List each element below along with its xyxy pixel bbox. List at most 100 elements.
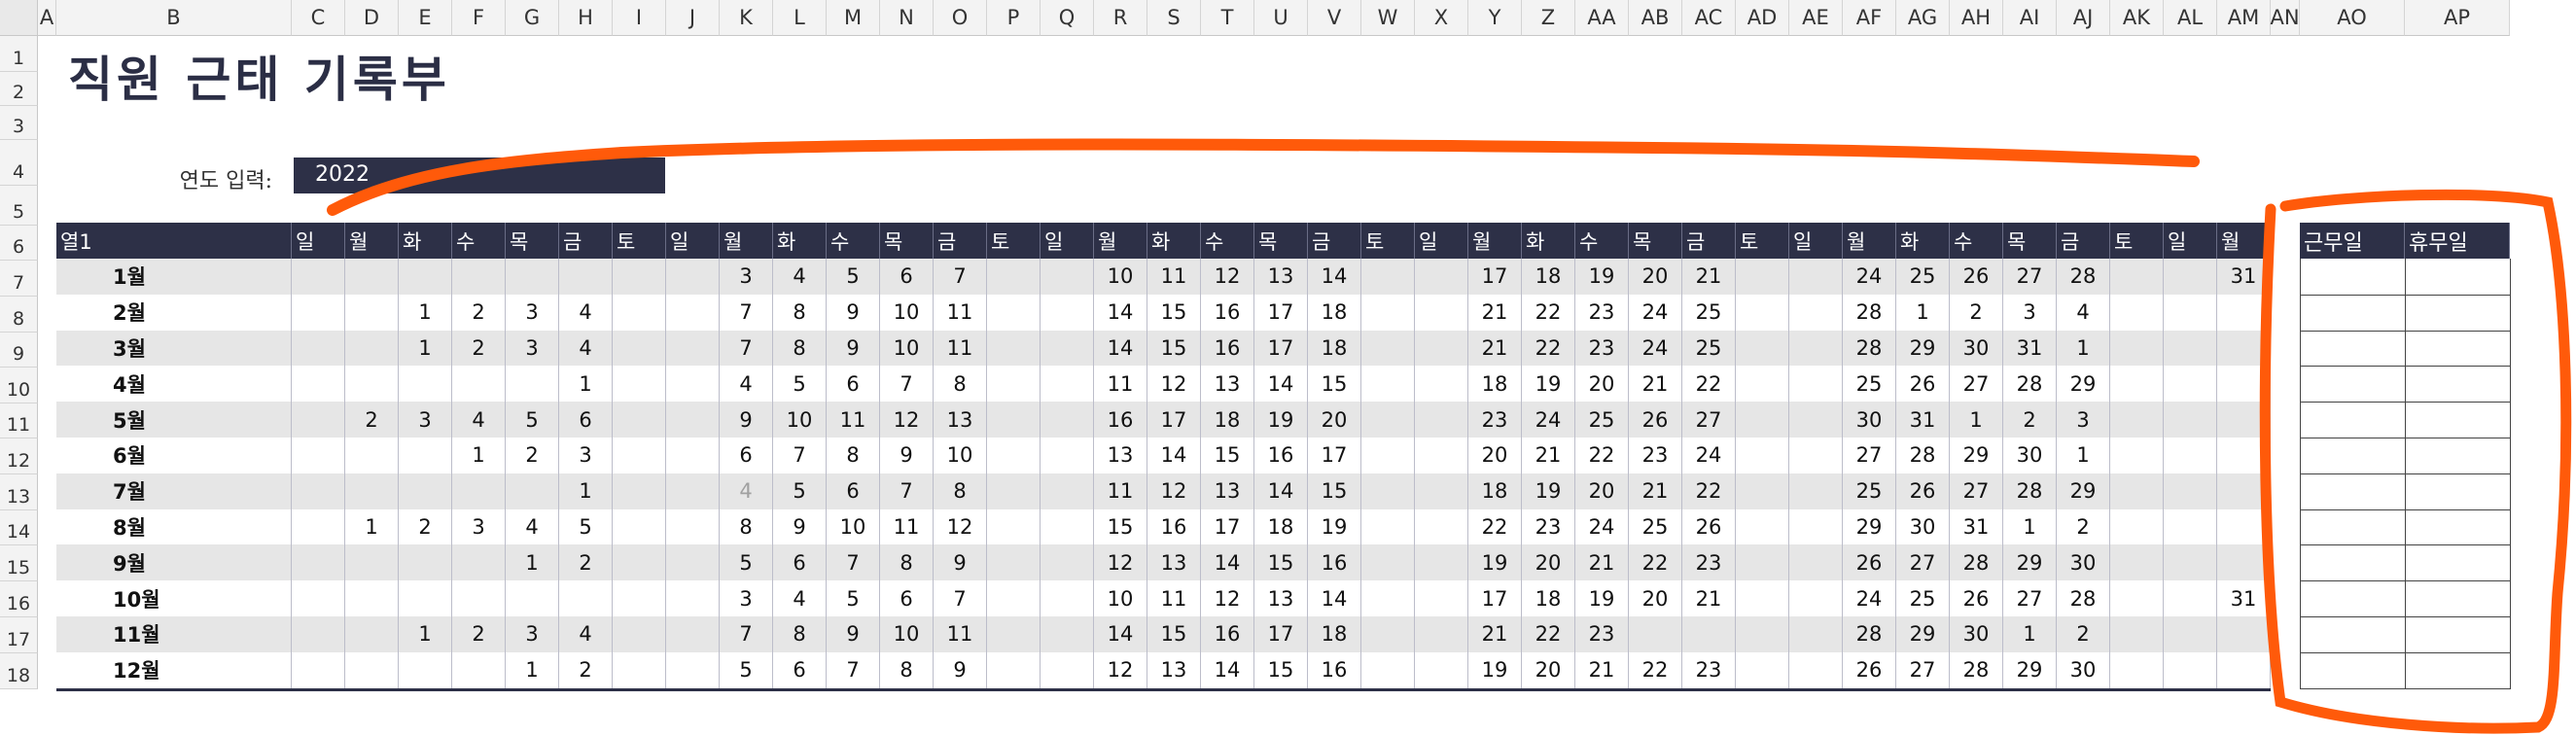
day-cell[interactable]: 19: [1254, 402, 1308, 438]
day-cell[interactable]: 30: [2057, 544, 2110, 581]
day-cell[interactable]: 20: [1629, 580, 1682, 616]
day-cell[interactable]: [613, 330, 666, 367]
row-header-1[interactable]: 1: [0, 36, 38, 72]
day-cell[interactable]: [2110, 259, 2164, 295]
column-header-q[interactable]: Q: [1041, 0, 1094, 36]
day-cell[interactable]: [987, 438, 1041, 473]
column-header-g[interactable]: G: [506, 0, 559, 36]
day-cell[interactable]: [559, 580, 613, 616]
day-cell[interactable]: 4: [559, 330, 613, 367]
day-cell[interactable]: 3: [399, 402, 452, 438]
day-cell[interactable]: [987, 402, 1041, 438]
day-cell[interactable]: [666, 508, 720, 545]
day-cell[interactable]: [292, 651, 345, 688]
work-days-cell[interactable]: [2300, 580, 2406, 617]
weekday-header[interactable]: 수: [1950, 223, 2003, 259]
day-cell[interactable]: 18: [1468, 473, 1522, 509]
row-header-8[interactable]: 8: [0, 297, 38, 333]
month-label[interactable]: 3월: [56, 330, 292, 367]
day-cell[interactable]: 11: [934, 616, 987, 652]
day-cell[interactable]: 6: [827, 473, 880, 509]
day-cell[interactable]: 5: [506, 402, 559, 438]
day-cell[interactable]: [2217, 402, 2271, 438]
day-cell[interactable]: [452, 259, 506, 295]
day-cell[interactable]: 7: [934, 580, 987, 616]
work-days-cell[interactable]: [2300, 366, 2406, 403]
day-cell[interactable]: [345, 259, 399, 295]
off-days-cell[interactable]: [2405, 259, 2511, 296]
day-cell[interactable]: 31: [1950, 508, 2003, 545]
day-cell[interactable]: 2: [452, 616, 506, 652]
day-cell[interactable]: [666, 294, 720, 331]
day-cell[interactable]: 25: [1629, 508, 1682, 545]
day-cell[interactable]: 6: [880, 580, 934, 616]
day-cell[interactable]: [399, 259, 452, 295]
day-cell[interactable]: [1415, 259, 1468, 295]
day-cell[interactable]: [292, 580, 345, 616]
day-cell[interactable]: [613, 294, 666, 331]
day-cell[interactable]: 12: [1201, 580, 1254, 616]
day-cell[interactable]: 6: [773, 651, 827, 688]
day-cell[interactable]: 14: [1254, 366, 1308, 403]
day-cell[interactable]: [1041, 580, 1094, 616]
day-cell[interactable]: 19: [1522, 473, 1575, 509]
day-cell[interactable]: 3: [720, 259, 773, 295]
day-cell[interactable]: 20: [1468, 438, 1522, 473]
day-cell[interactable]: 19: [1308, 508, 1361, 545]
day-cell[interactable]: 10: [773, 402, 827, 438]
day-cell[interactable]: 7: [720, 616, 773, 652]
day-cell[interactable]: 9: [934, 651, 987, 688]
day-cell[interactable]: 27: [2003, 259, 2057, 295]
day-cell[interactable]: 9: [827, 294, 880, 331]
weekday-header[interactable]: 금: [1308, 223, 1361, 259]
day-cell[interactable]: [613, 580, 666, 616]
day-cell[interactable]: 21: [1468, 616, 1522, 652]
day-cell[interactable]: [1041, 651, 1094, 688]
day-cell[interactable]: 7: [720, 330, 773, 367]
day-cell[interactable]: [613, 438, 666, 473]
day-cell[interactable]: 16: [1201, 330, 1254, 367]
off-days-cell[interactable]: [2405, 402, 2511, 438]
day-cell[interactable]: [1041, 473, 1094, 509]
column-header-ag[interactable]: AG: [1896, 0, 1950, 36]
day-cell[interactable]: 10: [1094, 580, 1147, 616]
column-header-k[interactable]: K: [720, 0, 773, 36]
day-cell[interactable]: [987, 580, 1041, 616]
day-cell[interactable]: 1: [399, 616, 452, 652]
day-cell[interactable]: 14: [1201, 544, 1254, 581]
off-days-cell[interactable]: [2405, 473, 2511, 510]
day-cell[interactable]: [1361, 438, 1415, 473]
column-header-af[interactable]: AF: [1843, 0, 1896, 36]
day-cell[interactable]: 21: [1468, 330, 1522, 367]
day-cell[interactable]: 14: [1094, 294, 1147, 331]
day-cell[interactable]: [1361, 651, 1415, 688]
weekday-header[interactable]: 일: [2164, 223, 2217, 259]
weekday-header[interactable]: 월: [1468, 223, 1522, 259]
day-cell[interactable]: 21: [1629, 473, 1682, 509]
row-header-18[interactable]: 18: [0, 653, 38, 689]
day-cell[interactable]: 28: [2057, 259, 2110, 295]
column-header-e[interactable]: E: [399, 0, 452, 36]
work-days-header[interactable]: 근무일: [2300, 223, 2405, 259]
weekday-header[interactable]: 수: [1201, 223, 1254, 259]
day-cell[interactable]: [2217, 473, 2271, 509]
day-cell[interactable]: 21: [1629, 366, 1682, 403]
day-cell[interactable]: [1736, 259, 1789, 295]
day-cell[interactable]: 8: [773, 294, 827, 331]
day-cell[interactable]: 1: [2003, 508, 2057, 545]
day-cell[interactable]: 29: [2057, 366, 2110, 403]
day-cell[interactable]: [987, 651, 1041, 688]
day-cell[interactable]: 18: [1254, 508, 1308, 545]
day-cell[interactable]: 21: [1522, 438, 1575, 473]
day-cell[interactable]: 23: [1575, 294, 1629, 331]
day-cell[interactable]: 10: [880, 294, 934, 331]
day-cell[interactable]: 17: [1201, 508, 1254, 545]
day-cell[interactable]: 13: [1094, 438, 1147, 473]
day-cell[interactable]: 13: [1254, 259, 1308, 295]
year-input-cell[interactable]: 2022: [294, 158, 665, 193]
day-cell[interactable]: 1: [506, 651, 559, 688]
day-cell[interactable]: [2164, 366, 2217, 403]
day-cell[interactable]: 7: [880, 473, 934, 509]
row-header-9[interactable]: 9: [0, 333, 38, 368]
day-cell[interactable]: 17: [1254, 294, 1308, 331]
